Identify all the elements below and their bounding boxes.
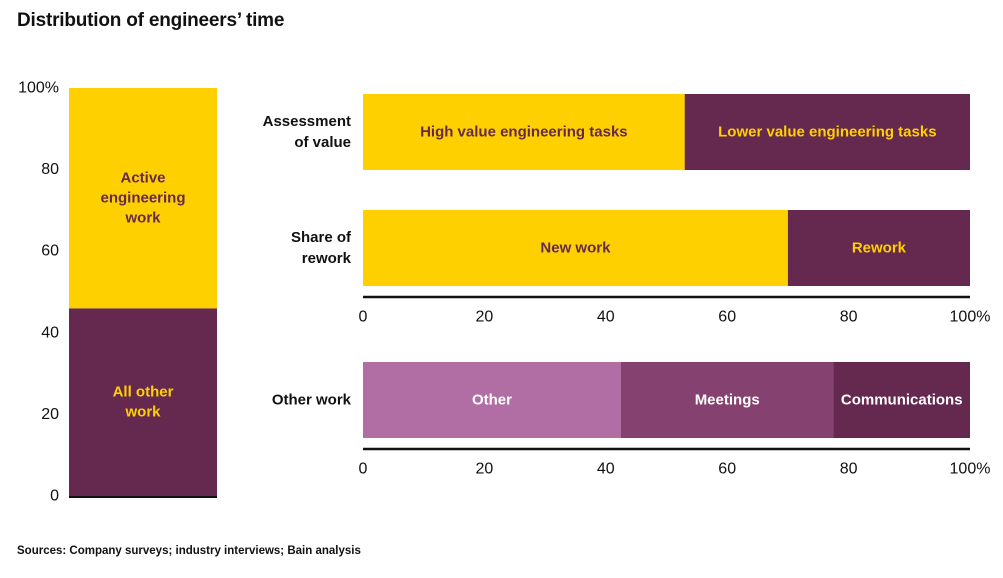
bottom-x-tick-80: 80: [840, 461, 858, 478]
bar-segment-communications: [833, 362, 970, 438]
bar-segment-active-engineering-work: [69, 88, 217, 309]
y-tick-100: 100%: [18, 80, 59, 97]
bar-label-lower-value-engineering-tasks: Lower value engineering tasks: [718, 124, 936, 141]
top-x-tick-40: 40: [597, 309, 615, 326]
bar-label-communications: Communications: [841, 392, 963, 409]
bar-segment-meetings: [620, 362, 834, 438]
bottom-x-tick-40: 40: [597, 461, 615, 478]
bar-segment-new-work: [363, 210, 788, 286]
bar-segment-other: [363, 362, 621, 438]
category-label-share-of-rework: Share of rework: [291, 229, 352, 267]
category-label-other-work: Other work: [272, 392, 352, 409]
top-x-tick-80: 80: [840, 309, 858, 326]
top-x-tick-0: 0: [359, 309, 368, 326]
category-label-assessment-of-value: Assessment of value: [263, 113, 351, 151]
bar-label-new-work: New work: [540, 240, 611, 257]
bar-segment-lower-value-engineering-tasks: [684, 94, 970, 170]
bar-label-all-other-work: All other work: [113, 384, 174, 421]
bottom-x-tick-100: 100%: [950, 461, 991, 478]
bar-segment-all-other-work: [69, 308, 217, 496]
y-tick-20: 20: [41, 406, 59, 423]
chart-title: Distribution of engineers’ time: [17, 10, 285, 31]
bar-label-active-engineering-work: Active engineering work: [100, 170, 185, 227]
bottom-x-tick-20: 20: [476, 461, 494, 478]
top-x-tick-20: 20: [476, 309, 494, 326]
source-note: Sources: Company surveys; industry inter…: [17, 545, 361, 557]
bottom-x-tick-0: 0: [359, 461, 368, 478]
top-x-tick-60: 60: [718, 309, 736, 326]
y-tick-60: 60: [41, 243, 59, 260]
y-tick-80: 80: [41, 161, 59, 178]
bar-label-meetings: Meetings: [695, 392, 760, 409]
bar-segment-high-value-engineering-tasks: [363, 94, 685, 170]
bar-segment-rework: [787, 210, 970, 286]
y-tick-40: 40: [41, 324, 59, 341]
bottom-x-tick-60: 60: [718, 461, 736, 478]
bar-label-rework: Rework: [852, 240, 907, 257]
bar-label-other: Other: [472, 392, 512, 409]
y-tick-0: 0: [50, 488, 59, 505]
bar-label-high-value-engineering-tasks: High value engineering tasks: [420, 124, 628, 141]
top-x-tick-100: 100%: [950, 309, 991, 326]
